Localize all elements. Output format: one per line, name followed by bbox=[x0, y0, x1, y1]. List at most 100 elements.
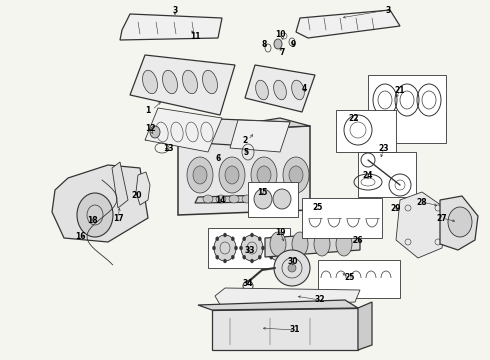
Ellipse shape bbox=[262, 246, 265, 250]
Ellipse shape bbox=[289, 246, 292, 250]
Polygon shape bbox=[112, 162, 128, 208]
Text: 14: 14 bbox=[215, 195, 225, 204]
Ellipse shape bbox=[216, 255, 219, 259]
Text: 5: 5 bbox=[244, 148, 248, 157]
Text: 8: 8 bbox=[261, 40, 267, 49]
Ellipse shape bbox=[150, 126, 160, 138]
Bar bbox=[368, 75, 446, 143]
Ellipse shape bbox=[223, 233, 226, 237]
Ellipse shape bbox=[143, 70, 157, 94]
Text: 27: 27 bbox=[437, 213, 447, 222]
Polygon shape bbox=[296, 10, 400, 38]
Text: 18: 18 bbox=[87, 216, 98, 225]
Text: 3: 3 bbox=[172, 5, 178, 14]
Ellipse shape bbox=[277, 233, 280, 237]
Ellipse shape bbox=[250, 233, 253, 237]
Bar bbox=[208, 228, 290, 268]
Ellipse shape bbox=[183, 70, 197, 94]
Text: 28: 28 bbox=[416, 198, 427, 207]
Ellipse shape bbox=[277, 259, 280, 263]
Text: 31: 31 bbox=[290, 325, 300, 334]
Ellipse shape bbox=[292, 232, 308, 256]
Polygon shape bbox=[195, 195, 268, 203]
Text: 17: 17 bbox=[113, 213, 123, 222]
Ellipse shape bbox=[257, 166, 271, 184]
Ellipse shape bbox=[219, 157, 245, 193]
Text: 25: 25 bbox=[313, 202, 323, 212]
Polygon shape bbox=[52, 165, 148, 242]
Ellipse shape bbox=[241, 235, 263, 261]
Ellipse shape bbox=[231, 255, 234, 259]
Text: 16: 16 bbox=[75, 231, 85, 240]
Bar bbox=[336, 110, 396, 152]
Text: 24: 24 bbox=[363, 171, 373, 180]
Polygon shape bbox=[145, 108, 222, 152]
Polygon shape bbox=[198, 300, 358, 310]
Ellipse shape bbox=[254, 189, 272, 209]
Ellipse shape bbox=[243, 255, 245, 259]
Ellipse shape bbox=[270, 232, 286, 256]
Ellipse shape bbox=[202, 70, 218, 94]
Polygon shape bbox=[145, 118, 310, 140]
Ellipse shape bbox=[216, 195, 226, 203]
Ellipse shape bbox=[251, 157, 277, 193]
Ellipse shape bbox=[270, 237, 273, 241]
Text: 6: 6 bbox=[216, 153, 220, 162]
Text: 1: 1 bbox=[146, 105, 150, 114]
Ellipse shape bbox=[214, 235, 236, 261]
Ellipse shape bbox=[283, 157, 309, 193]
Ellipse shape bbox=[229, 195, 239, 203]
Text: 32: 32 bbox=[315, 296, 325, 305]
Polygon shape bbox=[185, 118, 290, 148]
Ellipse shape bbox=[77, 193, 113, 237]
Text: 25: 25 bbox=[345, 274, 355, 283]
Text: 13: 13 bbox=[163, 144, 173, 153]
Ellipse shape bbox=[258, 237, 261, 241]
Polygon shape bbox=[245, 65, 315, 112]
Text: 30: 30 bbox=[288, 257, 298, 266]
Polygon shape bbox=[178, 126, 310, 215]
Text: 4: 4 bbox=[301, 84, 307, 93]
Ellipse shape bbox=[270, 255, 273, 259]
Text: 3: 3 bbox=[385, 5, 391, 14]
Ellipse shape bbox=[267, 246, 270, 250]
Text: 11: 11 bbox=[190, 32, 200, 41]
Polygon shape bbox=[230, 120, 290, 152]
Ellipse shape bbox=[285, 255, 288, 259]
Ellipse shape bbox=[273, 189, 291, 209]
Ellipse shape bbox=[163, 70, 177, 94]
Ellipse shape bbox=[250, 259, 253, 263]
Ellipse shape bbox=[273, 80, 286, 100]
Ellipse shape bbox=[255, 195, 265, 203]
Ellipse shape bbox=[289, 166, 303, 184]
Ellipse shape bbox=[314, 232, 330, 256]
Text: 15: 15 bbox=[257, 188, 267, 197]
Text: 33: 33 bbox=[245, 246, 255, 255]
Polygon shape bbox=[358, 302, 372, 350]
Ellipse shape bbox=[448, 207, 472, 237]
Text: 29: 29 bbox=[391, 203, 401, 212]
Text: 10: 10 bbox=[275, 30, 285, 39]
Ellipse shape bbox=[243, 237, 245, 241]
Text: 7: 7 bbox=[279, 48, 285, 57]
Ellipse shape bbox=[231, 237, 234, 241]
Ellipse shape bbox=[288, 264, 296, 272]
Ellipse shape bbox=[285, 237, 288, 241]
Ellipse shape bbox=[242, 195, 252, 203]
Ellipse shape bbox=[187, 157, 213, 193]
Text: 26: 26 bbox=[353, 235, 363, 244]
Text: 12: 12 bbox=[145, 123, 155, 132]
Ellipse shape bbox=[193, 166, 207, 184]
Text: 34: 34 bbox=[243, 279, 253, 288]
Ellipse shape bbox=[336, 232, 352, 256]
Bar bbox=[358, 152, 416, 197]
Bar bbox=[302, 198, 382, 238]
Polygon shape bbox=[136, 172, 150, 205]
Ellipse shape bbox=[274, 250, 310, 286]
Ellipse shape bbox=[292, 80, 304, 100]
Ellipse shape bbox=[225, 166, 239, 184]
Polygon shape bbox=[120, 14, 222, 40]
Ellipse shape bbox=[274, 39, 282, 49]
Polygon shape bbox=[396, 192, 448, 258]
Bar bbox=[248, 182, 298, 217]
